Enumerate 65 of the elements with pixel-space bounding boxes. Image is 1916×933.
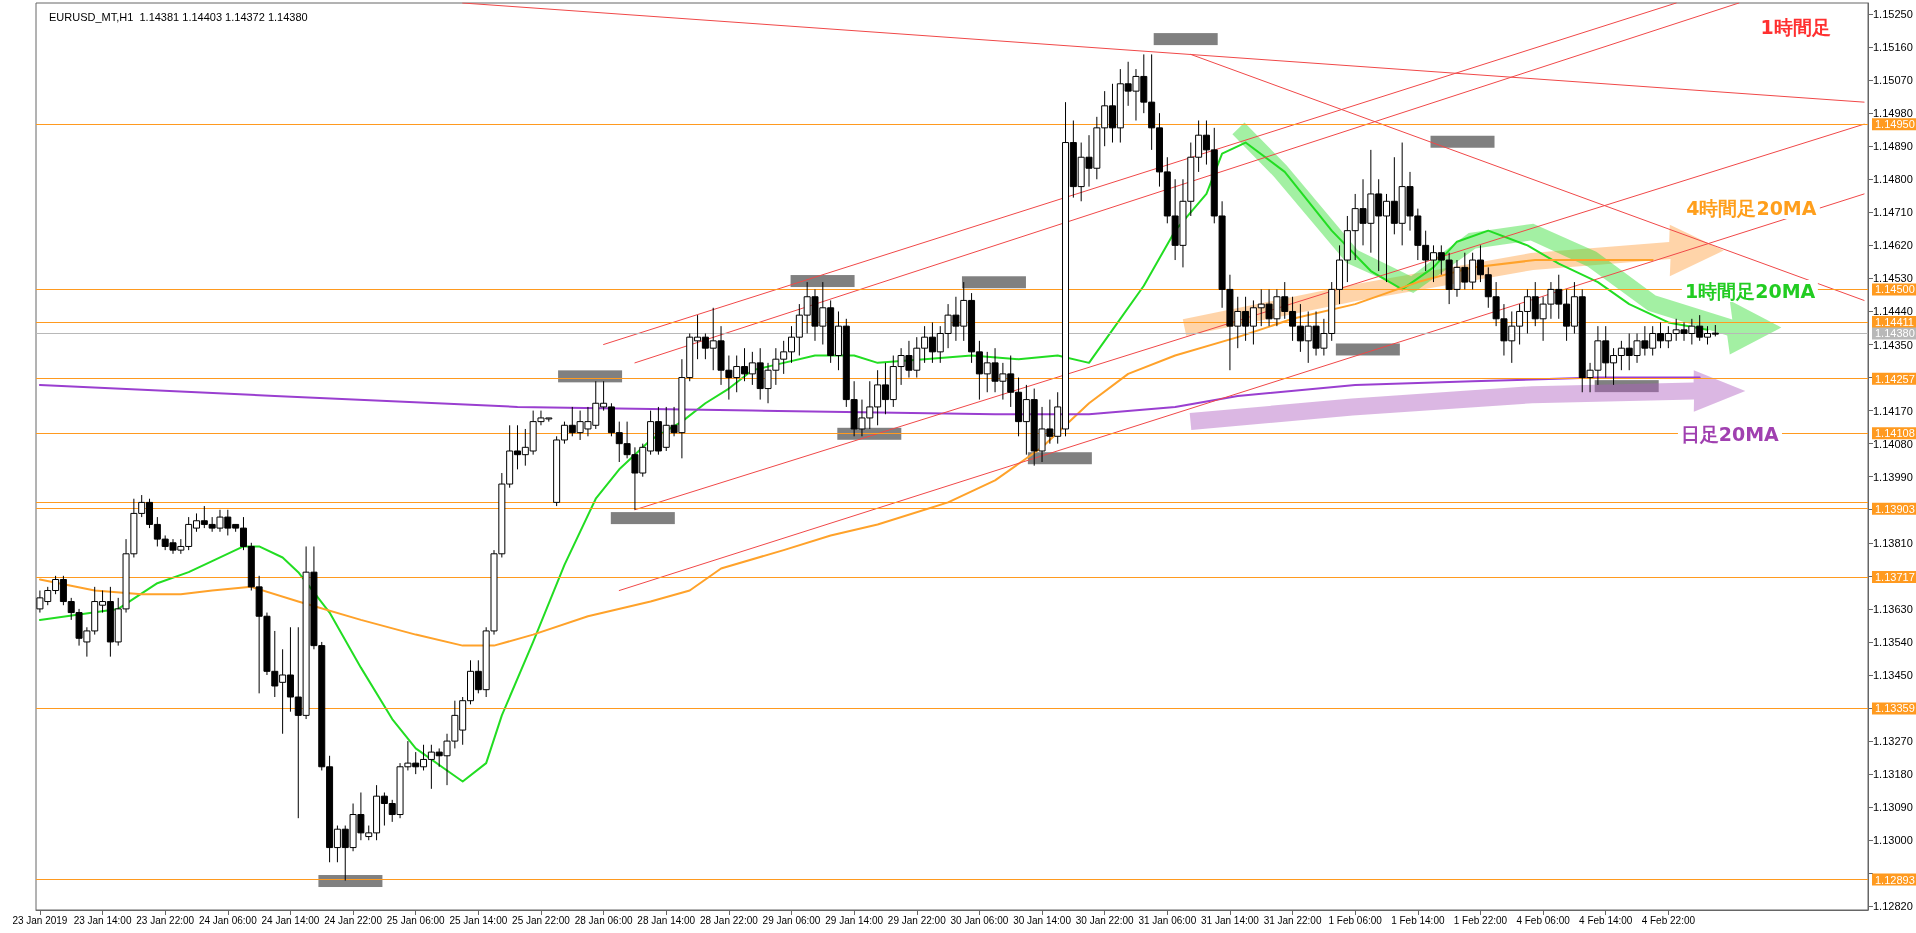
- x-tick-label: 4 Feb 06:00: [1516, 914, 1571, 926]
- ref-line-label: 1.14950: [1875, 118, 1915, 131]
- annotation: 4時間足20MA: [1683, 196, 1820, 219]
- y-tick-label: 1.13540: [1873, 635, 1913, 648]
- y-tick-label: 1.14530: [1873, 272, 1913, 285]
- y-tick-label: 1.14620: [1873, 239, 1913, 252]
- y-tick-label: 1.14350: [1873, 338, 1913, 351]
- x-tick-label: 24 Jan 06:00: [198, 914, 258, 926]
- x-tick-label: 1 Feb 06:00: [1328, 914, 1383, 926]
- x-tick-label: 31 Jan 14:00: [1201, 914, 1260, 926]
- ref-line-label: 1.13717: [1875, 570, 1915, 583]
- x-tick-label: 29 Jan 22:00: [887, 914, 947, 926]
- x-tick-label: 30 Jan 06:00: [950, 914, 1009, 926]
- x-tick-label: 23 Jan 22:00: [136, 914, 195, 926]
- annotation: 1時間足: [1757, 15, 1834, 38]
- x-tick-label: 31 Jan 22:00: [1263, 914, 1322, 926]
- x-tick-label: 24 Jan 22:00: [324, 914, 383, 926]
- x-tick-label: 30 Jan 14:00: [1013, 914, 1072, 926]
- ref-line-label: 1.14257: [1875, 372, 1915, 385]
- y-tick-label: 1.14710: [1873, 206, 1913, 219]
- ref-line-label: 1.14108: [1875, 427, 1915, 440]
- y-tick-label: 1.14890: [1873, 140, 1913, 153]
- y-tick-label: 1.13270: [1873, 735, 1913, 748]
- y-tick-label: 1.13450: [1873, 668, 1913, 681]
- x-tick-label: 23 Jan 2019: [12, 914, 68, 926]
- y-tick-label: 1.15070: [1873, 74, 1913, 87]
- y-tick-label: 1.13180: [1873, 768, 1913, 781]
- ref-line-label: 1.12893: [1875, 873, 1915, 886]
- x-tick-label: 25 Jan 22:00: [512, 914, 571, 926]
- ref-line-label: 1.14500: [1875, 283, 1915, 296]
- y-tick-label: 1.13000: [1873, 834, 1913, 847]
- y-tick-label: 1.13990: [1873, 470, 1913, 483]
- y-tick-label: 1.13090: [1873, 801, 1913, 814]
- y-tick-label: 1.14170: [1873, 404, 1913, 417]
- x-tick-label: 4 Feb 22:00: [1641, 914, 1696, 926]
- y-tick-label: 1.15160: [1873, 41, 1913, 54]
- x-tick-label: 25 Jan 06:00: [386, 914, 446, 926]
- annotation: 1時間足20MA: [1681, 279, 1819, 302]
- x-tick-label: 24 Jan 14:00: [261, 914, 320, 926]
- x-tick-label: 4 Feb 14:00: [1579, 914, 1633, 926]
- x-tick-label: 25 Jan 14:00: [449, 914, 508, 926]
- text: EURUSD_MT,H1 1.14381 1.14403 1.14372 1.14380: [49, 10, 308, 23]
- x-tick-label: 31 Jan 06:00: [1138, 914, 1197, 926]
- y-tick-label: 1.13810: [1873, 536, 1913, 549]
- y-tick-label: 1.12820: [1873, 900, 1913, 913]
- x-tick-label: 1 Feb 14:00: [1391, 914, 1445, 926]
- x-tick-label: 29 Jan 14:00: [825, 914, 884, 926]
- x-tick-label: 28 Jan 22:00: [699, 914, 759, 926]
- y-tick-label: 1.14440: [1873, 305, 1913, 318]
- annotation: 日足20MA: [1677, 422, 1782, 445]
- x-tick-label: 23 Jan 14:00: [73, 914, 132, 926]
- x-tick-label: 28 Jan 06:00: [574, 914, 633, 926]
- ref-line-label: 1.14380: [1875, 327, 1915, 340]
- y-tick-label: 1.14080: [1873, 437, 1913, 450]
- x-tick-label: 29 Jan 06:00: [762, 914, 821, 926]
- ref-line-label: 1.13359: [1875, 702, 1915, 715]
- y-tick-label: 1.15250: [1873, 8, 1913, 21]
- ref-line-label: 1.14411: [1875, 316, 1914, 329]
- ref-line-label: 1.13903: [1875, 502, 1915, 515]
- y-tick-label: 1.14800: [1873, 173, 1913, 186]
- x-tick-label: 28 Jan 14:00: [637, 914, 696, 926]
- y-tick-label: 1.13630: [1873, 602, 1913, 615]
- x-tick-label: 30 Jan 22:00: [1075, 914, 1135, 926]
- x-tick-label: 1 Feb 22:00: [1453, 914, 1508, 926]
- y-tick-label: 1.14980: [1873, 107, 1913, 120]
